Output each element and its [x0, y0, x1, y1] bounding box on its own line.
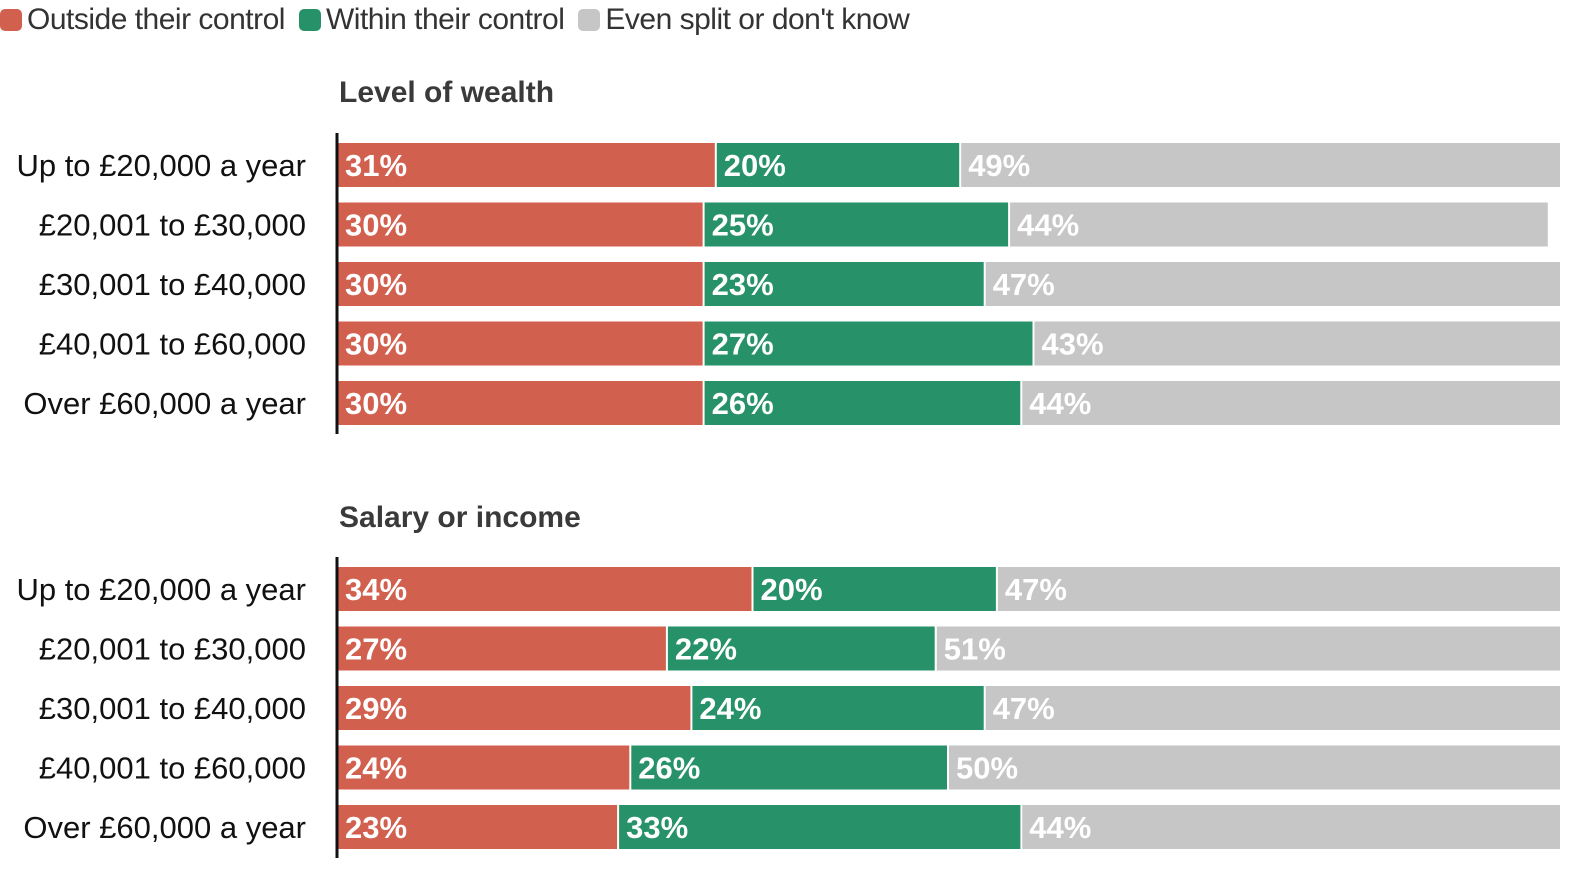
data-label: 31%: [345, 148, 407, 183]
bar-segment: [338, 626, 666, 671]
bar-segment: [338, 321, 703, 366]
data-label: 23%: [712, 267, 774, 302]
data-label: 24%: [345, 751, 407, 786]
bar-segment: [985, 262, 1560, 306]
category-label: Up to £20,000 a year: [16, 148, 306, 183]
data-label: 47%: [993, 691, 1055, 726]
data-label: 51%: [944, 632, 1006, 667]
bar-segment: [704, 321, 1033, 366]
data-label: 44%: [1029, 810, 1091, 845]
panel-title: Salary or income: [339, 501, 581, 534]
bar-segment: [338, 381, 703, 425]
bar-segment: [667, 626, 935, 671]
bar-segment: [619, 805, 1021, 849]
legend-item-within: Within their control: [298, 3, 565, 37]
data-label: 43%: [1042, 327, 1104, 362]
data-label: 30%: [345, 267, 407, 302]
bar-segment: [338, 686, 691, 730]
chart-legend: Outside their control Within their contr…: [0, 0, 923, 40]
data-label: 47%: [993, 267, 1055, 302]
bar-segment: [997, 567, 1560, 611]
category-label: £30,001 to £40,000: [39, 267, 306, 302]
category-label: Up to £20,000 a year: [16, 572, 306, 607]
bar-segment: [704, 262, 984, 306]
bar-segment: [1022, 805, 1560, 849]
data-label: 50%: [956, 751, 1018, 786]
category-label: Over £60,000 a year: [23, 810, 306, 845]
category-label: Over £60,000 a year: [23, 386, 306, 421]
data-label: 47%: [1005, 572, 1067, 607]
data-label: 24%: [699, 691, 761, 726]
data-label: 34%: [345, 572, 407, 607]
chart-panel-2: Salary or income Up to £20,000 a year £20,…: [16, 501, 1560, 858]
data-label: 27%: [345, 632, 407, 667]
category-label: £20,001 to £30,000: [39, 208, 306, 243]
bar-segment: [704, 381, 1021, 425]
bar-segment: [1010, 202, 1548, 247]
data-label: 33%: [626, 810, 688, 845]
data-label: 30%: [345, 208, 407, 243]
data-label: 30%: [345, 386, 407, 421]
bar-segment: [985, 686, 1560, 730]
legend-label-even-split: Even split or don't know: [605, 3, 910, 36]
category-label: £40,001 to £60,000: [39, 327, 306, 362]
bar-segment: [1034, 321, 1560, 366]
data-label: 29%: [345, 691, 407, 726]
category-label: £20,001 to £30,000: [39, 632, 306, 667]
bar-segment: [338, 262, 703, 306]
bar-segment: [631, 745, 947, 790]
data-label: 49%: [968, 148, 1030, 183]
bar-segment: [338, 202, 703, 247]
legend-item-even-split: Even split or don't know: [578, 3, 910, 37]
bar-segment: [704, 202, 1009, 247]
bar-segment: [338, 805, 618, 849]
legend-swatch-even-split: [578, 9, 601, 31]
data-label: 22%: [675, 632, 737, 667]
data-label: 26%: [638, 751, 700, 786]
bar-segment: [338, 745, 630, 790]
data-label: 30%: [345, 327, 407, 362]
legend-swatch-outside: [0, 9, 22, 31]
bar-segment: [692, 686, 984, 730]
data-label: 44%: [1029, 386, 1091, 421]
category-label: £30,001 to £40,000: [39, 691, 306, 726]
bar-segment: [753, 567, 996, 611]
chart-panel-1: Level of wealth Up to £20,000 a year £20,0…: [16, 76, 1560, 434]
data-label: 44%: [1017, 208, 1079, 243]
legend-swatch-within: [298, 9, 321, 31]
data-label: 23%: [345, 810, 407, 845]
legend-label-within: Within their control: [325, 3, 565, 36]
bar-segment: [936, 626, 1560, 671]
data-label: 25%: [712, 208, 774, 243]
legend-item-outside: Outside their control: [0, 3, 285, 37]
bar-segment: [338, 567, 752, 611]
data-label: 26%: [712, 386, 774, 421]
bar-segment: [961, 143, 1560, 187]
category-label: £40,001 to £60,000: [39, 751, 306, 786]
data-label: 20%: [724, 148, 786, 183]
bar-segment: [949, 745, 1560, 790]
panel-title: Level of wealth: [339, 76, 554, 109]
bar-segment: [716, 143, 960, 187]
data-label: 20%: [761, 572, 823, 607]
bar-segment: [1022, 381, 1560, 425]
data-label: 27%: [712, 327, 774, 362]
legend-label-outside: Outside their control: [27, 3, 285, 36]
bar-segment: [338, 143, 715, 187]
